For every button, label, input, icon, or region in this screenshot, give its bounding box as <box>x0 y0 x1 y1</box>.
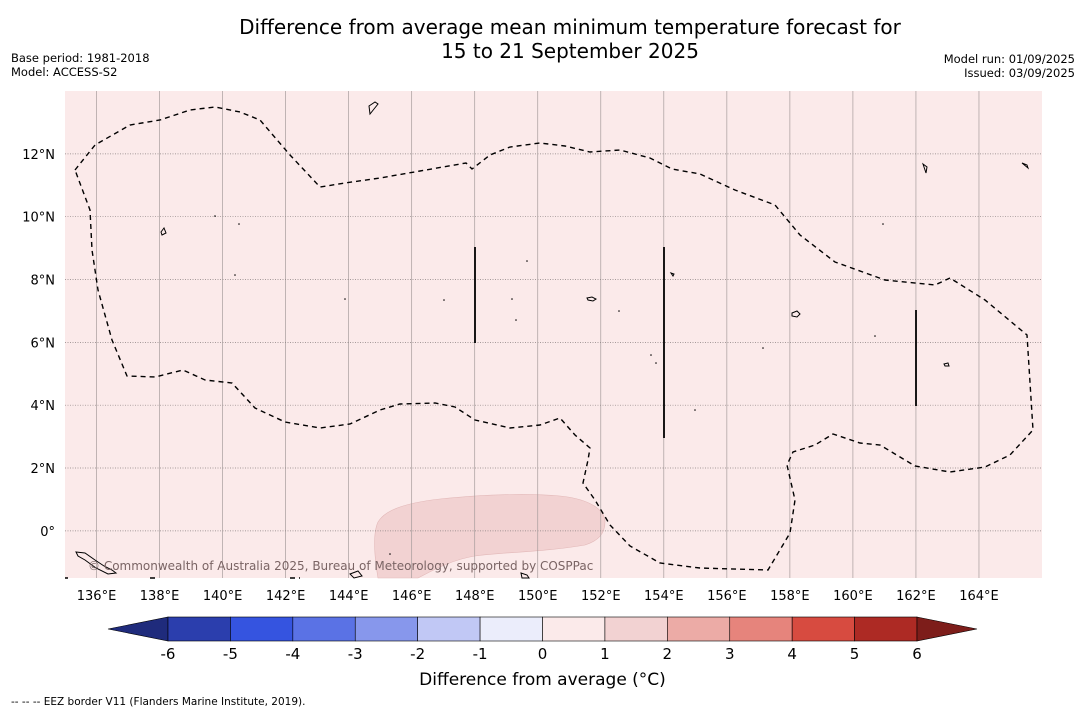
colorbar-tick-label: -2 <box>410 645 425 663</box>
meta-right: Model run: 01/09/2025 Issued: 03/09/2025 <box>944 52 1075 80</box>
colorbar-bin <box>417 616 481 642</box>
lon-tick-label: 152°E <box>581 589 621 604</box>
lat-tick-label: 0° <box>40 525 55 540</box>
lon-tick-label: 162°E <box>896 589 936 604</box>
lat-tick-label: 8°N <box>31 274 56 289</box>
lon-tick-label: 150°E <box>518 589 558 604</box>
atolls <box>214 215 884 555</box>
island-kosrae <box>791 310 801 318</box>
copyright-watermark: © Commonwealth of Australia 2025, Bureau… <box>88 559 593 573</box>
island-small-1 <box>160 226 167 236</box>
island-manus <box>349 570 363 579</box>
island-small-3 <box>1021 162 1030 170</box>
colorbar-tick-label: -4 <box>285 645 300 663</box>
colorbar-under-arrow <box>107 616 169 642</box>
meta-left: Base period: 1981-2018 Model: ACCESS-S2 <box>11 51 150 79</box>
lon-tick-label: 164°E <box>959 589 999 604</box>
eez-footnote: -- -- -- EEZ border V11 (Flanders Marine… <box>11 696 306 708</box>
colorbar-bin <box>604 616 668 642</box>
colorbar-bin <box>230 616 294 642</box>
lon-tick-label: 138°E <box>140 589 180 604</box>
island-small-5 <box>669 272 675 277</box>
colorbar-tick-label: -6 <box>161 645 176 663</box>
colorbar-tick-label: 1 <box>600 645 610 663</box>
lon-tick-label: 136°E <box>77 589 117 604</box>
island-png-coast <box>75 551 118 575</box>
title-line-1: Difference from average mean minimum tem… <box>239 15 901 39</box>
island-guam <box>368 101 379 116</box>
vertical-markers <box>474 247 917 438</box>
colorbar-tick-label: 4 <box>787 645 797 663</box>
colorbar-tick-label: -1 <box>473 645 488 663</box>
colorbar-tick-label: 3 <box>725 645 735 663</box>
lat-tick-label: 4°N <box>31 399 56 414</box>
lon-tick-label: 142°E <box>266 589 306 604</box>
lat-tick-label: 12°N <box>22 148 55 163</box>
colorbar-title: Difference from average (°C) <box>419 670 666 690</box>
colorbar-tick-label: -3 <box>348 645 363 663</box>
islands <box>75 101 1030 579</box>
colorbar-bin <box>729 616 793 642</box>
colorbar-bin <box>854 616 918 642</box>
colorbar-bin <box>479 616 543 642</box>
lon-tick-label: 140°E <box>203 589 243 604</box>
colorbar: -6 -5 -4 -3 -2 -1 0 1 2 3 4 5 6 <box>107 616 978 663</box>
colorbar-bin <box>292 616 356 642</box>
colorbar-bin <box>791 616 855 642</box>
model-name: Model: ACCESS-S2 <box>11 65 118 79</box>
colorbar-bin <box>167 616 231 642</box>
eez-borders <box>65 106 1034 579</box>
axis-labels: 136°E 138°E 140°E 142°E 144°E 146°E 148°E 150°E… <box>22 148 999 604</box>
warm-anomaly-region <box>374 494 606 579</box>
colorbar-bin <box>542 616 606 642</box>
lon-tick-label: 146°E <box>392 589 432 604</box>
lat-tick-label: 6°N <box>31 336 56 351</box>
colorbar-tick-label: -5 <box>223 645 238 663</box>
island-pohnpei <box>586 296 597 302</box>
issued-date: Issued: 03/09/2025 <box>964 66 1075 80</box>
map-title: Difference from average mean minimum tem… <box>0 15 1085 63</box>
lon-tick-label: 148°E <box>455 589 495 604</box>
lon-tick-label: 144°E <box>329 589 369 604</box>
colorbar-tick-label: 5 <box>850 645 860 663</box>
lon-tick-label: 158°E <box>770 589 810 604</box>
colorbar-tick-label: 2 <box>663 645 673 663</box>
colorbar-tick-label: 0 <box>538 645 548 663</box>
lat-tick-label: 10°N <box>22 211 55 226</box>
eez-border-fsm <box>74 106 1034 571</box>
island-small-4 <box>922 162 928 174</box>
island-new-ireland <box>520 572 530 579</box>
base-period: Base period: 1981-2018 <box>11 51 150 65</box>
lat-tick-label: 2°N <box>31 462 56 477</box>
colorbar-over-arrow <box>916 616 978 642</box>
island-small-2 <box>943 362 950 367</box>
colorbar-tick-label: 6 <box>912 645 922 663</box>
lon-tick-label: 156°E <box>707 589 747 604</box>
lon-tick-label: 154°E <box>644 589 684 604</box>
colorbar-bin <box>354 616 418 642</box>
model-run: Model run: 01/09/2025 <box>943 52 1075 66</box>
lon-tick-label: 160°E <box>833 589 873 604</box>
title-line-2: 15 to 21 September 2025 <box>441 39 699 63</box>
colorbar-bin <box>667 616 731 642</box>
